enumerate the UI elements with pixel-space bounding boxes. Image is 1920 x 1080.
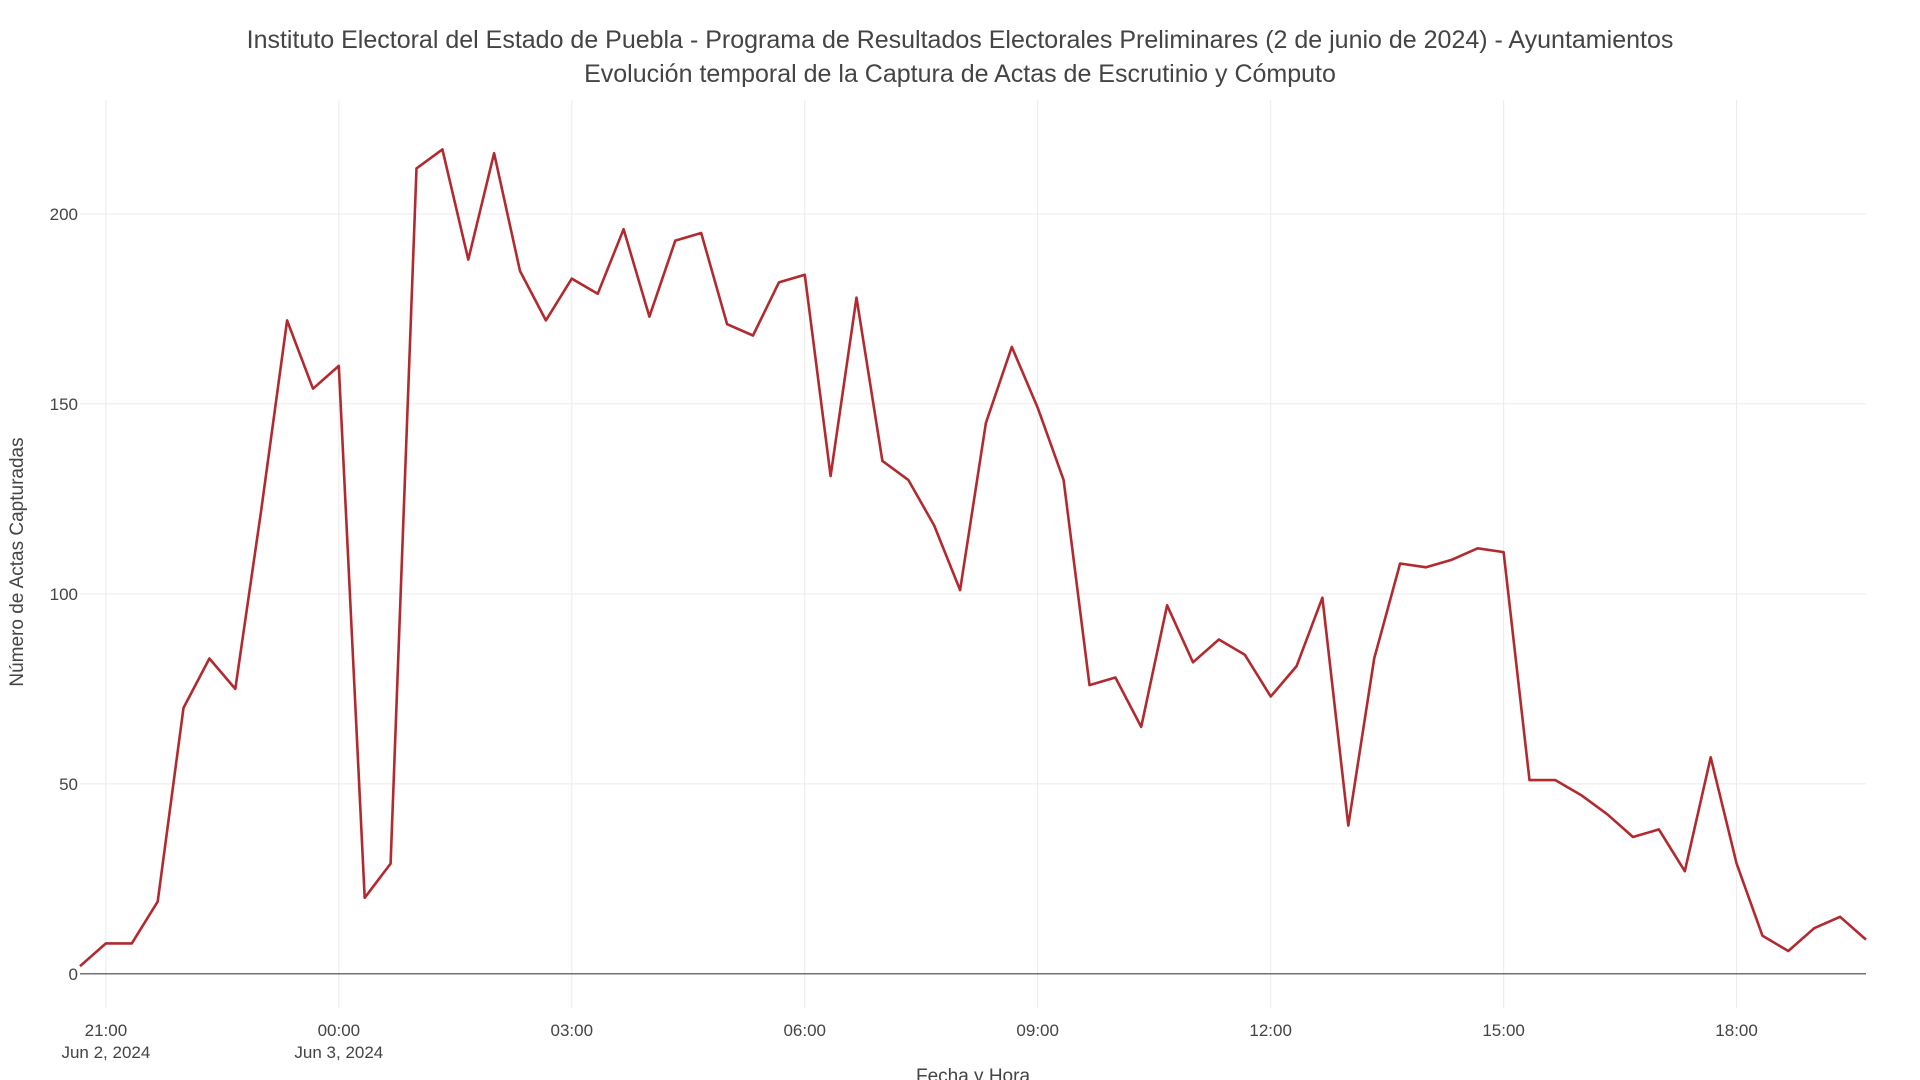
x-tick-sublabel: Jun 2, 2024	[61, 1043, 150, 1062]
y-axis-title: Número de Actas Capturadas	[7, 437, 28, 686]
y-tick-label: 100	[50, 585, 78, 604]
series-group	[79, 148, 1867, 968]
x-tick-label: 00:00	[318, 1021, 361, 1040]
x-axis-title: Fecha y Hora	[916, 1066, 1030, 1080]
y-tick-label: 200	[50, 205, 78, 224]
x-tick-label: 03:00	[551, 1021, 594, 1040]
y-tick-label: 150	[50, 395, 78, 414]
y-tick-label: 50	[59, 775, 78, 794]
chart-title: Instituto Electoral del Estado de Puebla…	[246, 26, 1674, 54]
x-axis-ticks: 21:00 Jun 2, 2024 00:00 Jun 3, 2024 03:00 06:…	[61, 1021, 1757, 1062]
x-tick-label: 15:00	[1482, 1021, 1525, 1040]
x-tick-sublabel: Jun 3, 2024	[294, 1043, 383, 1062]
y-tick-label: 0	[69, 965, 78, 984]
x-tick-label: 06:00	[783, 1021, 826, 1040]
x-tick-label: 21:00	[85, 1021, 128, 1040]
x-tick-label: 09:00	[1016, 1021, 1059, 1040]
y-axis-ticks: 0 50 100 150 200	[50, 205, 78, 984]
x-tick-label: 18:00	[1715, 1021, 1758, 1040]
chart-subtitle: Evolución temporal de la Captura de Acta…	[584, 60, 1336, 88]
series-line	[79, 148, 1867, 968]
x-tick-label: 12:00	[1249, 1021, 1292, 1040]
